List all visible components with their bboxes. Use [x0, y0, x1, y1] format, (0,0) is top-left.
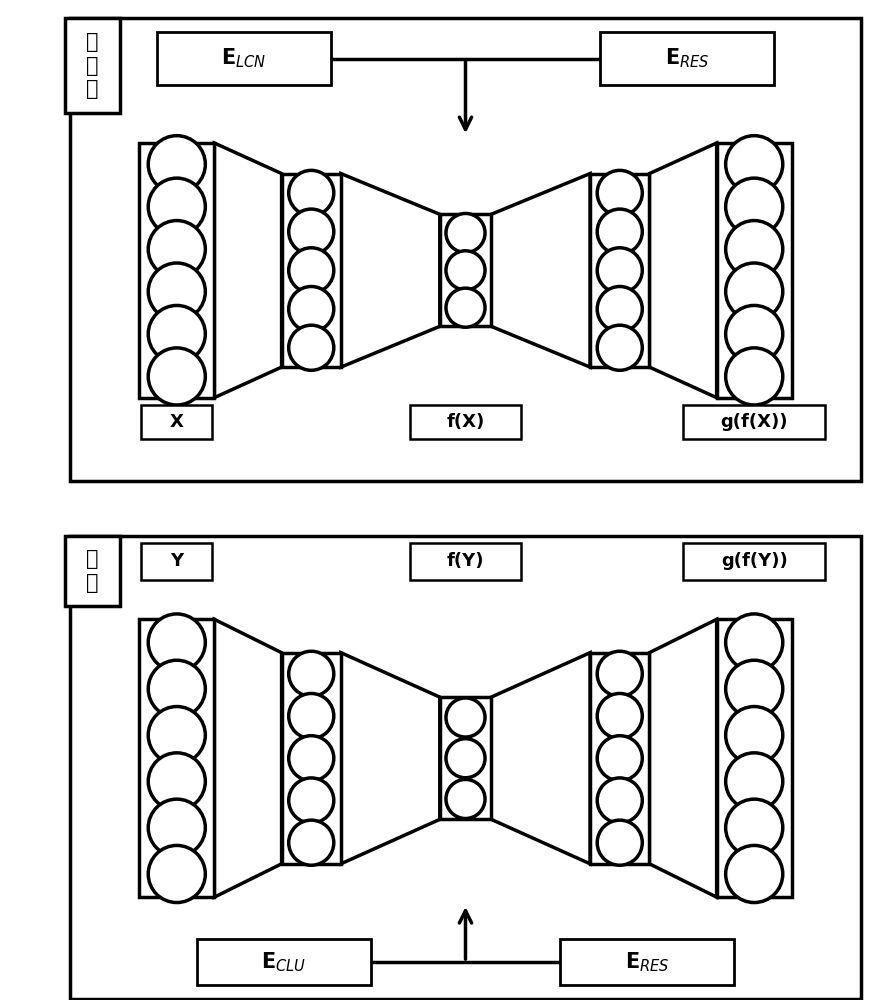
Circle shape	[725, 263, 782, 320]
Circle shape	[725, 348, 782, 405]
Bar	[197, 939, 371, 985]
Bar	[589, 653, 649, 864]
Bar	[682, 543, 824, 580]
Circle shape	[148, 263, 205, 320]
Polygon shape	[491, 653, 589, 864]
Bar	[70, 536, 860, 999]
Polygon shape	[214, 619, 281, 897]
Circle shape	[445, 288, 485, 327]
Circle shape	[148, 753, 205, 810]
Text: f(Y): f(Y)	[446, 552, 484, 570]
Circle shape	[148, 305, 205, 363]
Circle shape	[725, 660, 782, 717]
Circle shape	[725, 614, 782, 671]
Bar	[410, 543, 521, 580]
Polygon shape	[341, 653, 439, 864]
Bar	[281, 653, 341, 864]
Circle shape	[288, 651, 334, 696]
Circle shape	[288, 693, 334, 739]
Bar	[65, 536, 120, 606]
Circle shape	[725, 178, 782, 235]
Circle shape	[596, 209, 642, 254]
Circle shape	[288, 820, 334, 865]
Polygon shape	[649, 619, 716, 897]
Text: Y: Y	[170, 552, 184, 570]
Text: g(f(X)): g(f(X))	[720, 413, 787, 431]
Circle shape	[725, 136, 782, 193]
Circle shape	[445, 251, 485, 290]
Text: $\mathbf{E}_{RES}$: $\mathbf{E}_{RES}$	[624, 950, 669, 974]
Circle shape	[596, 286, 642, 332]
Circle shape	[148, 845, 205, 903]
Circle shape	[596, 248, 642, 293]
Circle shape	[148, 178, 205, 235]
Circle shape	[596, 651, 642, 696]
Text: 预
训
练: 预 训 练	[86, 32, 98, 99]
Bar	[139, 619, 214, 897]
Bar	[281, 174, 341, 367]
Bar	[600, 32, 774, 85]
Polygon shape	[649, 143, 716, 398]
Bar	[560, 939, 734, 985]
Circle shape	[725, 845, 782, 903]
Circle shape	[148, 799, 205, 856]
Polygon shape	[491, 174, 589, 367]
Text: 微
调: 微 调	[86, 549, 98, 593]
Circle shape	[596, 325, 642, 370]
Circle shape	[288, 286, 334, 332]
Circle shape	[148, 348, 205, 405]
Circle shape	[288, 325, 334, 370]
Bar	[70, 18, 860, 481]
Circle shape	[445, 213, 485, 253]
Circle shape	[148, 660, 205, 717]
Text: $\mathbf{E}_{LCN}$: $\mathbf{E}_{LCN}$	[221, 47, 266, 70]
Bar	[589, 174, 649, 367]
Bar	[141, 405, 212, 439]
Circle shape	[148, 707, 205, 764]
Circle shape	[596, 170, 642, 215]
Bar	[139, 143, 214, 398]
Circle shape	[288, 736, 334, 781]
Bar	[682, 405, 824, 439]
Circle shape	[725, 799, 782, 856]
Circle shape	[148, 221, 205, 278]
Circle shape	[288, 778, 334, 823]
Circle shape	[596, 736, 642, 781]
Text: X: X	[169, 413, 184, 431]
Circle shape	[725, 305, 782, 363]
Bar	[65, 18, 120, 113]
Circle shape	[596, 778, 642, 823]
Circle shape	[725, 221, 782, 278]
Circle shape	[288, 248, 334, 293]
Bar	[439, 214, 491, 326]
Circle shape	[445, 779, 485, 819]
Text: $\mathbf{E}_{CLU}$: $\mathbf{E}_{CLU}$	[261, 950, 306, 974]
Circle shape	[288, 170, 334, 215]
Bar	[410, 405, 521, 439]
Circle shape	[725, 707, 782, 764]
Circle shape	[725, 753, 782, 810]
Circle shape	[596, 820, 642, 865]
Bar	[716, 619, 791, 897]
Circle shape	[596, 693, 642, 739]
Circle shape	[288, 209, 334, 254]
Text: g(f(Y)): g(f(Y))	[720, 552, 787, 570]
Text: $\mathbf{E}_{RES}$: $\mathbf{E}_{RES}$	[664, 47, 709, 70]
Bar	[157, 32, 331, 85]
Circle shape	[148, 614, 205, 671]
Circle shape	[445, 739, 485, 778]
Polygon shape	[341, 174, 439, 367]
Bar	[141, 543, 212, 580]
Polygon shape	[214, 143, 281, 398]
Circle shape	[445, 698, 485, 737]
Text: f(X): f(X)	[446, 413, 484, 431]
Bar	[439, 697, 491, 819]
Bar	[716, 143, 791, 398]
Circle shape	[148, 136, 205, 193]
